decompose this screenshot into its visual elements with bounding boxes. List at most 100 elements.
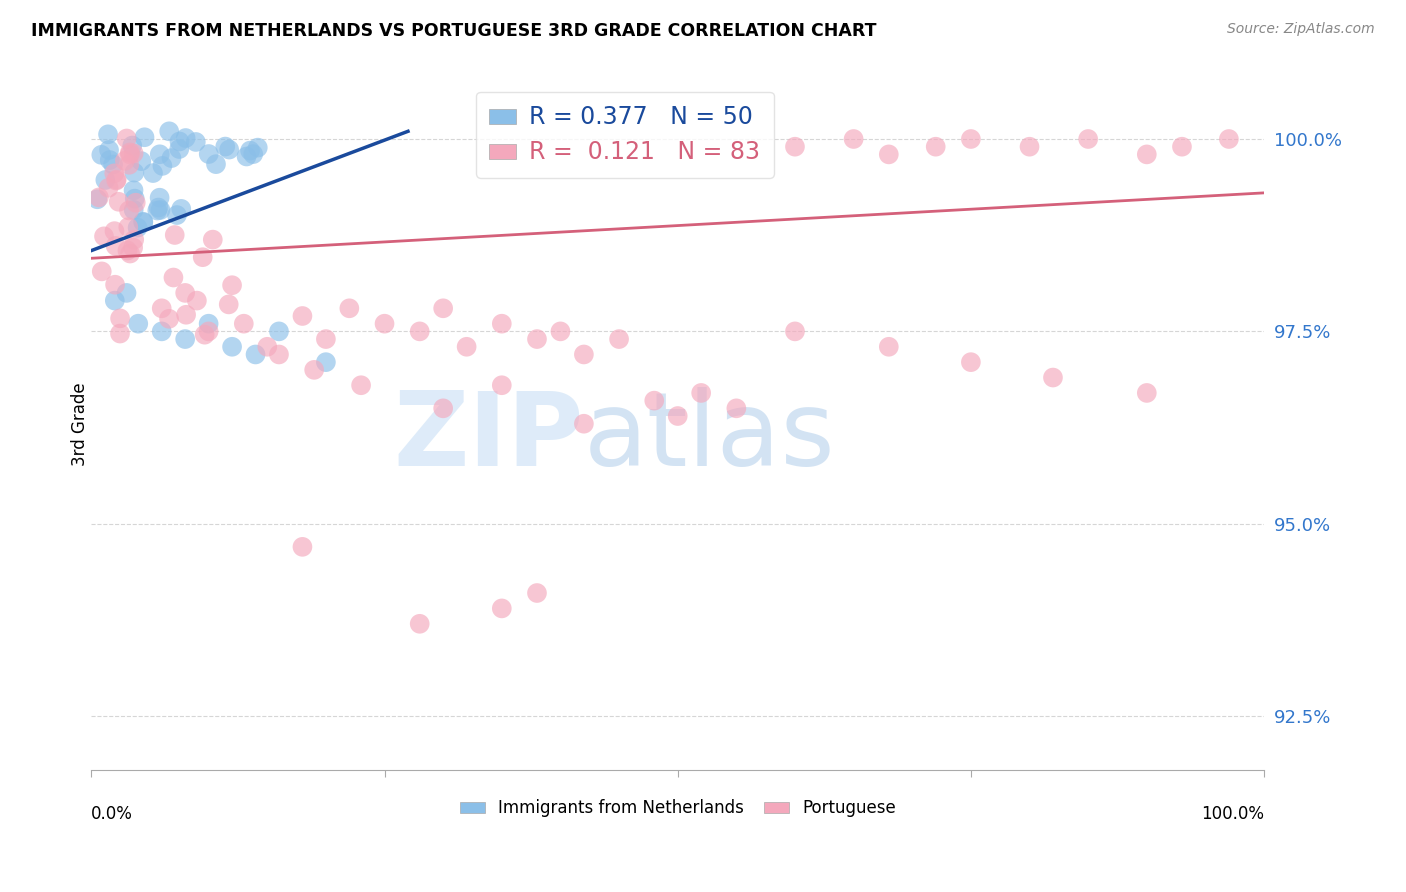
Point: [1018, 139, 1040, 153]
Point: [101, 157, 124, 171]
Point: [97, 180, 120, 194]
Point: [174, 308, 197, 322]
Point: [960, 132, 983, 146]
Point: [218, 297, 240, 311]
Point: [163, 227, 186, 242]
Point: [132, 215, 155, 229]
Point: [152, 159, 174, 173]
Point: [221, 278, 243, 293]
Point: [127, 317, 149, 331]
Point: [239, 144, 262, 158]
Point: [1171, 139, 1194, 153]
Point: [108, 311, 131, 326]
Point: [409, 616, 432, 631]
Point: [87, 190, 110, 204]
Point: [162, 270, 184, 285]
Point: [432, 401, 454, 416]
Point: [337, 301, 360, 316]
Point: [842, 132, 865, 146]
Point: [491, 378, 513, 392]
Point: [86, 192, 108, 206]
Point: [149, 147, 172, 161]
Point: [572, 347, 595, 361]
Point: [373, 317, 395, 331]
Point: [103, 224, 125, 238]
Point: [214, 139, 236, 153]
Point: [218, 143, 240, 157]
Point: [150, 301, 173, 316]
Point: [191, 250, 214, 264]
Point: [157, 311, 180, 326]
Point: [315, 332, 337, 346]
Point: [186, 293, 208, 308]
Point: [526, 586, 548, 600]
Point: [122, 233, 145, 247]
Point: [194, 327, 217, 342]
Point: [122, 183, 145, 197]
Point: [221, 340, 243, 354]
Point: [107, 194, 129, 209]
Point: [197, 324, 219, 338]
Point: [267, 347, 290, 361]
Point: [235, 149, 257, 163]
Text: IMMIGRANTS FROM NETHERLANDS VS PORTUGUESE 3RD GRADE CORRELATION CHART: IMMIGRANTS FROM NETHERLANDS VS PORTUGUES…: [31, 22, 876, 40]
Point: [550, 324, 572, 338]
Point: [877, 147, 900, 161]
Point: [114, 153, 136, 168]
Point: [526, 332, 548, 346]
Point: [197, 317, 219, 331]
Point: [134, 130, 156, 145]
Point: [169, 135, 191, 149]
Point: [90, 148, 112, 162]
Point: [491, 601, 513, 615]
Point: [491, 317, 513, 331]
Text: 0.0%: 0.0%: [91, 805, 134, 822]
Point: [1136, 386, 1159, 401]
Point: [456, 340, 478, 354]
Point: [315, 355, 337, 369]
Point: [127, 220, 149, 235]
Point: [242, 147, 264, 161]
Point: [184, 135, 207, 149]
Point: [302, 363, 325, 377]
Point: [118, 147, 141, 161]
Point: [246, 141, 269, 155]
Point: [690, 386, 713, 401]
Point: [150, 324, 173, 338]
Point: [783, 139, 806, 153]
Point: [245, 347, 267, 361]
Point: [877, 340, 900, 354]
Point: [108, 326, 131, 341]
Point: [132, 215, 155, 229]
Point: [146, 203, 169, 218]
Text: 100.0%: 100.0%: [1201, 805, 1264, 822]
Point: [166, 208, 188, 222]
Point: [121, 138, 143, 153]
Point: [98, 153, 121, 167]
Point: [409, 324, 432, 338]
Point: [122, 146, 145, 161]
Point: [666, 409, 689, 423]
Point: [232, 317, 254, 331]
Point: [157, 124, 180, 138]
Point: [104, 239, 127, 253]
Point: [201, 233, 224, 247]
Point: [142, 166, 165, 180]
Text: atlas: atlas: [583, 387, 835, 488]
Point: [174, 285, 197, 300]
Point: [160, 151, 183, 165]
Point: [125, 195, 148, 210]
Point: [105, 173, 128, 187]
Point: [350, 378, 373, 392]
Point: [93, 229, 115, 244]
Point: [117, 244, 139, 258]
Point: [115, 131, 138, 145]
Point: [118, 145, 141, 160]
Point: [149, 191, 172, 205]
Point: [291, 540, 314, 554]
Point: [170, 202, 193, 216]
Point: [197, 147, 219, 161]
Point: [90, 264, 112, 278]
Legend: Immigrants from Netherlands, Portuguese: Immigrants from Netherlands, Portuguese: [453, 793, 903, 824]
Point: [205, 157, 228, 171]
